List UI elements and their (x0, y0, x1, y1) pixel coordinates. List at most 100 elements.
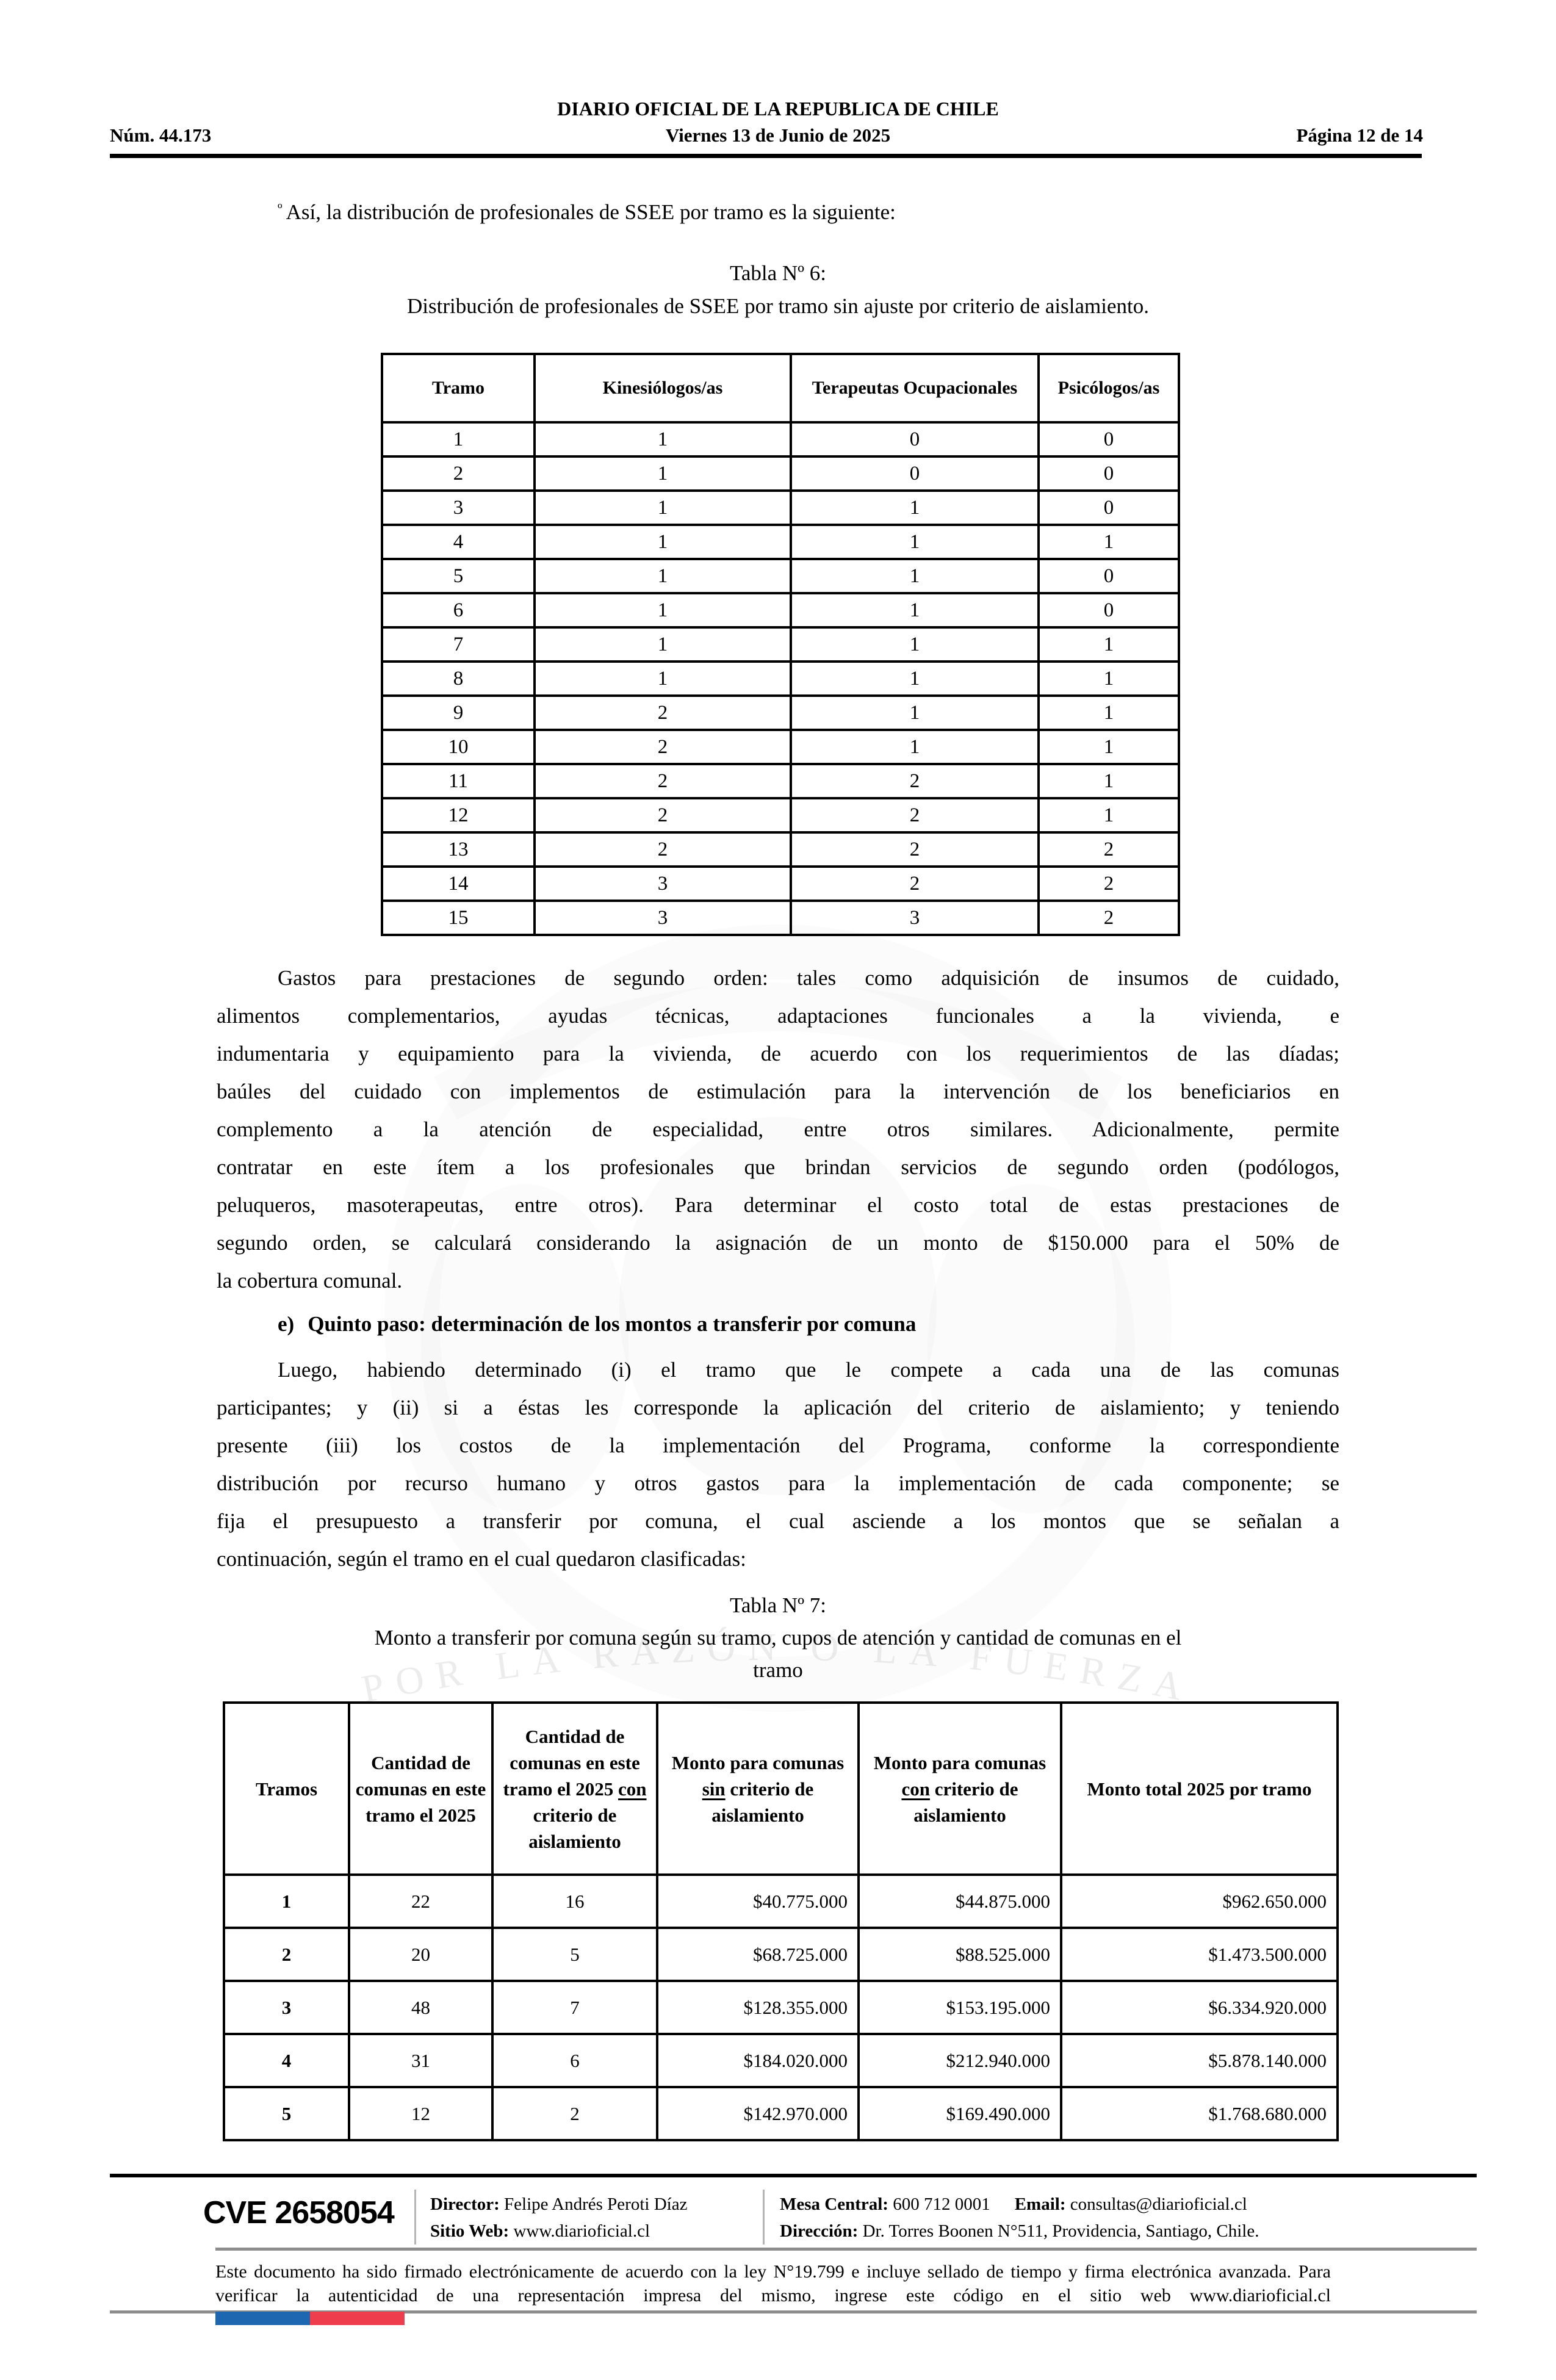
paragraph-line: distribución por recurso humano y otros … (217, 1471, 1339, 1495)
table-cell: 2 (1037, 831, 1180, 868)
table-cell: 2 (790, 831, 1040, 868)
table7-caption-subtitle: Monto a transferir por comuna según su t… (374, 1626, 1182, 1650)
header-rule (110, 154, 1422, 158)
table-cell: 2 (533, 694, 792, 731)
table-cell: 2 (533, 797, 792, 834)
luego-paragraph: Luego, habiendo determinado (i) el tramo… (217, 1351, 1339, 1578)
paragraph-line: fija el presupuesto a transferir por com… (217, 1509, 1339, 1533)
director-info: Director: Felipe Andrés Peroti Díaz Siti… (430, 2191, 687, 2245)
sitio-value: www.diarioficial.cl (509, 2221, 650, 2241)
table6-caption-title: Tabla Nº 6: (729, 261, 827, 285)
table-cell: 1 (1037, 797, 1180, 834)
table-cell: 1 (1037, 524, 1180, 560)
table-cell: 2 (790, 865, 1040, 902)
table-cell: 8 (381, 660, 536, 697)
footer-top-rule (110, 2174, 1477, 2177)
paragraph-line: participantes; y (ii) si a éstas les cor… (217, 1396, 1339, 1419)
table-cell: $153.195.000 (857, 1980, 1062, 2035)
sitio-line: Sitio Web: www.diarioficial.cl (430, 2218, 687, 2245)
table-cell: 22 (348, 1873, 494, 1929)
flag-red-block (310, 2312, 405, 2325)
table-cell: 3 (381, 489, 536, 526)
table-cell: 0 (1037, 455, 1180, 492)
table-cell: 2 (381, 455, 536, 492)
table-cell: 5 (381, 558, 536, 594)
table-header: Tramos Cantidad de comunas en este tramo… (223, 1701, 1339, 1876)
table6-caption-subtitle: Distribución de profesionales de SSEE po… (407, 294, 1149, 318)
table-row: 1 22 16 $40.775.000 $44.875.000 $962.650.000 (223, 1873, 1339, 1929)
legal-text: Este documento ha sido firmado electróni… (215, 2262, 1331, 2306)
header-text-underlined: sin (702, 1778, 726, 1800)
table-cell: 1 (533, 455, 792, 492)
direccion-line: Dirección: Dr. Torres Boonen N°511, Prov… (780, 2218, 1259, 2245)
issue-number: Núm. 44.173 (110, 124, 212, 146)
table-header: Tramo Kinesiólogos/as Terapeutas Ocupaci… (381, 353, 1180, 424)
table-cell: 0 (1037, 421, 1180, 458)
table-cell: 0 (1037, 558, 1180, 594)
table-cell: 1 (1037, 694, 1180, 731)
table-cell: $962.650.000 (1060, 1873, 1339, 1929)
table-cell: 1 (381, 421, 536, 458)
contact-info: Mesa Central: 600 712 0001 Email: consult… (780, 2191, 1259, 2245)
column-header-monto-sin: Monto para comunas sin criterio de aisla… (656, 1701, 860, 1876)
column-header-monto-con: Monto para comunas con criterio de aisla… (857, 1701, 1062, 1876)
table-cell: $1.473.500.000 (1060, 1927, 1339, 1982)
table-cell: 3 (223, 1980, 350, 2035)
table-cell: 1 (790, 558, 1040, 594)
table-cell: 31 (348, 2033, 494, 2088)
header-text-underlined: con (618, 1778, 647, 1800)
table-cell: 1 (533, 626, 792, 663)
footer-divider (414, 2190, 416, 2245)
table-cell: 0 (790, 421, 1040, 458)
table-row: 4 31 6 $184.020.000 $212.940.000 $5.878.140.0… (223, 2033, 1339, 2088)
header-text: Tramos (255, 1778, 318, 1800)
table-cell: 0 (790, 455, 1040, 492)
paragraph-line: Luego, habiendo determinado (i) el tramo… (278, 1358, 1339, 1382)
table-cell: 6 (491, 2033, 658, 2088)
email-value: consultas@diarioficial.cl (1065, 2194, 1247, 2214)
table-cell: 14 (381, 865, 536, 902)
column-header-psicologos: Psicólogos/as (1037, 353, 1180, 424)
bottom-rule (110, 2310, 1477, 2313)
table-row: 2 20 5 $68.725.000 $88.525.000 $1.473.500.000 (223, 1927, 1339, 1982)
section-heading-e: e) Quinto paso: determinación de los mont… (278, 1312, 916, 1336)
director-line: Director: Felipe Andrés Peroti Díaz (430, 2191, 687, 2218)
flag-blue-block (215, 2312, 310, 2325)
intro-text: Así, la distribución de profesionales de… (286, 200, 896, 224)
table-cell: 1 (533, 558, 792, 594)
paragraph-line: contratar en este ítem a los profesional… (217, 1155, 1339, 1179)
table-cell: 5 (491, 1927, 658, 1982)
table-cell: 1 (790, 729, 1040, 765)
table-cell: 13 (381, 831, 536, 868)
chile-flag-mark (215, 2312, 405, 2325)
table-cell: 2 (533, 729, 792, 765)
mesa-label: Mesa Central: (780, 2194, 888, 2214)
amounts-by-tramo-table: Tramos Cantidad de comunas en este tramo… (223, 1701, 1339, 2141)
paragraph-line: continuación, según el tramo en el cual … (217, 1547, 746, 1571)
table-cell: 1 (790, 489, 1040, 526)
table-cell: 20 (348, 1927, 494, 1982)
column-header-tramo: Tramo (381, 353, 536, 424)
table-row: 11 2 2 1 (381, 763, 1180, 799)
table-body: 1 1 0 0 2 1 0 0 3 1 1 0 4 1 1 1 5 1 1 0 6 1 1 0 7 1 1 1 8 1 1 1 9 2 1 1 10 2 1… (381, 421, 1180, 936)
header-row: Tramo Kinesiólogos/as Terapeutas Ocupaci… (381, 353, 1180, 424)
section-letter: e) (278, 1312, 295, 1336)
table7-caption-subtitle2: tramo (753, 1658, 803, 1682)
header-text: Monto para comunas (671, 1751, 845, 1773)
table-cell: 0 (1037, 489, 1180, 526)
table-cell: 1 (790, 626, 1040, 663)
table-cell: 1 (223, 1873, 350, 1929)
paragraph-line: presente (iii) los costos de la implemen… (217, 1433, 1339, 1457)
direccion-value: Dr. Torres Boonen N°511, Providencia, Sa… (858, 2221, 1259, 2241)
table-cell: 1 (790, 694, 1040, 731)
paragraph-line: peluqueros, masoterapeutas, entre otros)… (217, 1193, 1339, 1217)
table-cell: 1 (533, 524, 792, 560)
table-cell: 7 (491, 1980, 658, 2035)
table-cell: 1 (1037, 626, 1180, 663)
table-cell: 10 (381, 729, 536, 765)
newspaper-title: DIARIO OFICIAL DE LA REPUBLICA DE CHILE (557, 98, 999, 120)
